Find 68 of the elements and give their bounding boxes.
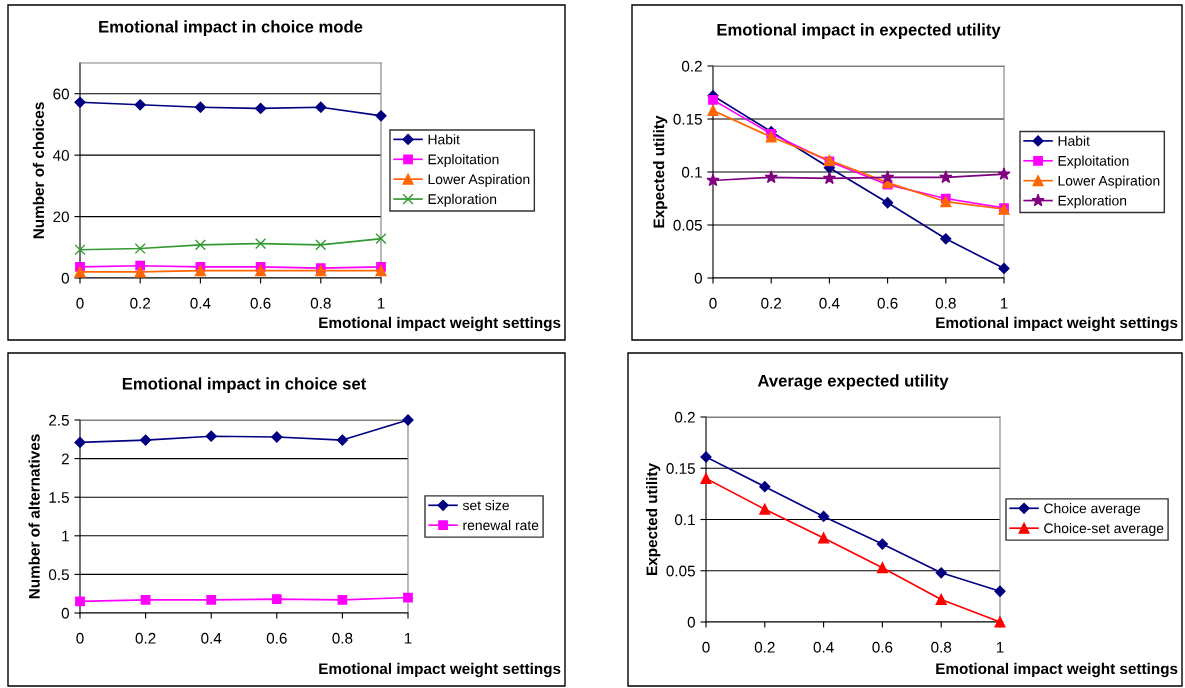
y-axis-title: Number of alternatives (28, 434, 40, 599)
chart-title: Emotional impact in expected utility (717, 23, 1001, 39)
y-tick-label: 0.1 (681, 166, 702, 178)
x-tick-label: 0 (76, 632, 84, 644)
chart-title: Emotional impact in choice mode (99, 20, 363, 36)
chart-title: Emotional impact in choice set (122, 377, 367, 393)
x-tick-label: 1 (1000, 298, 1008, 309)
x-tick-label: 0.6 (877, 297, 898, 309)
legend-label: renewal rate (463, 519, 539, 531)
x-tick-label: 0.4 (190, 297, 211, 309)
x-tick-label: 1 (377, 298, 385, 309)
x-tick-label: 0.8 (931, 641, 952, 653)
y-tick-label: 0.15 (666, 463, 695, 474)
y-tick-label: 0.05 (666, 565, 695, 577)
x-tick-label: 0.8 (935, 297, 956, 309)
y-tick-label: 1 (62, 530, 69, 542)
x-tick-label: 0 (709, 297, 717, 309)
x-tick-label: 0 (702, 641, 710, 653)
y-tick-label: 0 (687, 616, 695, 628)
y-tick-label: 20 (53, 211, 69, 223)
x-tick-label: 1 (996, 642, 1004, 653)
y-axis-title: Expected utility (653, 115, 668, 228)
x-axis-title: Emotional impact weight settings (319, 316, 561, 332)
legend-label: Exploration (428, 193, 497, 207)
x-tick-label: 0.4 (813, 641, 834, 653)
x-axis-title: Emotional impact weight settings (319, 662, 561, 678)
y-tick-label: 0.2 (681, 60, 702, 72)
legend-label: Exploitation (1058, 155, 1129, 169)
x-tick-label: 0.4 (201, 632, 222, 644)
x-tick-label: 0.8 (332, 632, 353, 644)
x-tick-label: 0.6 (250, 297, 271, 309)
legend-label: Habit (428, 134, 460, 145)
x-tick-label: 0.2 (754, 641, 775, 653)
x-axis-title: Emotional impact weight settings (936, 316, 1178, 332)
x-tick-label: 0 (76, 297, 84, 309)
y-tick-label: 40 (52, 150, 69, 161)
y-axis-title: Expected utility (646, 463, 661, 575)
x-axis-title: Emotional impact weight settings (936, 662, 1178, 678)
y-tick-label: 0.5 (48, 569, 69, 581)
chart-title: Average expected utility (757, 374, 949, 390)
y-axis-title: Number of choices (32, 102, 45, 239)
x-tick-label: 0.6 (266, 632, 287, 644)
legend-label: Lower Aspiration (428, 173, 530, 187)
y-tick-label: 0.1 (674, 514, 695, 526)
legend-label: set size (462, 500, 509, 511)
x-tick-label: 0.2 (130, 297, 151, 309)
x-tick-label: 0.2 (761, 297, 782, 309)
legend-label: Habit (1058, 135, 1090, 146)
y-tick-label: 1.5 (49, 492, 69, 503)
y-tick-label: 60 (53, 88, 69, 100)
y-tick-label: 0 (61, 272, 69, 284)
x-tick-label: 1 (404, 633, 412, 644)
y-tick-label: 0 (61, 607, 69, 619)
x-tick-label: 0.8 (310, 297, 331, 309)
x-tick-label: 0.6 (872, 641, 893, 653)
legend-label: Exploitation (428, 154, 499, 168)
x-tick-label: 0.4 (819, 297, 840, 309)
y-tick-label: 0 (694, 272, 702, 284)
y-tick-label: 0.05 (673, 219, 702, 231)
x-tick-label: 0.2 (135, 632, 156, 644)
y-tick-label: 0.15 (673, 113, 702, 125)
legend-label: Exploration (1058, 195, 1127, 209)
y-tick-label: 2 (61, 453, 69, 465)
y-tick-label: 2.5 (49, 414, 69, 426)
legend-label: Lower Aspiration (1058, 175, 1160, 189)
legend-label: Choice average (1044, 503, 1141, 517)
y-tick-label: 0.2 (674, 411, 695, 423)
legend-label: Choice-set average (1044, 522, 1164, 536)
